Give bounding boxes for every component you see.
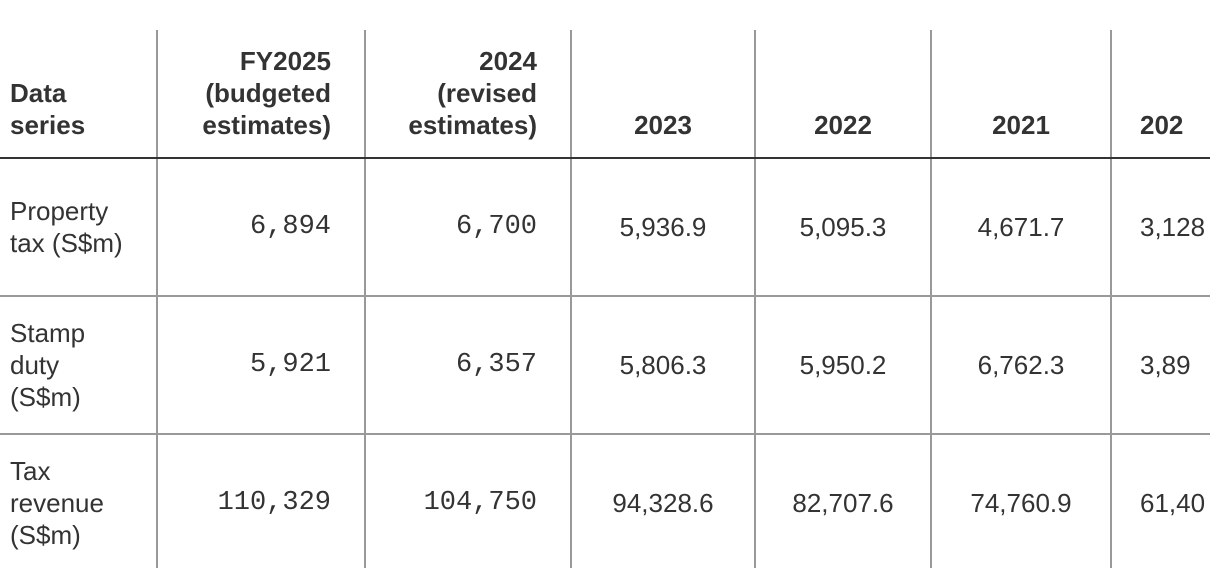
table-cell: 5,921	[156, 296, 365, 435]
column-header: 2022	[754, 30, 931, 159]
table-row: Tax revenue (S$m) 110,329 104,750 94,328.6 8…	[0, 434, 1210, 568]
table-row: Stamp duty (S$m) 5,921 6,357 5,806.3 5,950.2…	[0, 296, 1210, 435]
table-body: Property tax (S$m) 6,894 6,700 5,936.9 5,095…	[0, 158, 1210, 568]
table-cell: 110,329	[156, 434, 365, 568]
table-cell: 104,750	[364, 434, 571, 568]
table-cell: 82,707.6	[754, 434, 931, 568]
header-row: Data series FY2025 (budgeted estimates) 20…	[0, 30, 1210, 159]
column-header: Data series	[0, 30, 157, 159]
table-cell: 5,806.3	[570, 296, 755, 435]
table-viewport: Data series FY2025 (budgeted estimates) 20…	[0, 30, 1210, 568]
column-header: 2024 (revised estimates)	[364, 30, 571, 159]
table-cell: 74,760.9	[930, 434, 1111, 568]
table-cell: 61,40	[1110, 434, 1210, 568]
table-cell: 5,936.9	[570, 158, 755, 297]
table-cell: 3,128	[1110, 158, 1210, 297]
table-cell: 5,095.3	[754, 158, 931, 297]
data-table: Data series FY2025 (budgeted estimates) 20…	[0, 30, 1210, 568]
table-cell: 6,762.3	[930, 296, 1111, 435]
column-header: 202	[1110, 30, 1210, 159]
column-header: 2021	[930, 30, 1111, 159]
table-row: Property tax (S$m) 6,894 6,700 5,936.9 5,095…	[0, 158, 1210, 297]
table-cell: 6,894	[156, 158, 365, 297]
column-header: 2023	[570, 30, 755, 159]
table-cell: 4,671.7	[930, 158, 1111, 297]
row-label: Tax revenue (S$m)	[0, 434, 157, 568]
table-cell: 94,328.6	[570, 434, 755, 568]
column-header: FY2025 (budgeted estimates)	[156, 30, 365, 159]
row-label: Property tax (S$m)	[0, 158, 157, 297]
table-cell: 6,357	[364, 296, 571, 435]
table-cell: 6,700	[364, 158, 571, 297]
table-cell: 5,950.2	[754, 296, 931, 435]
table-cell: 3,89	[1110, 296, 1210, 435]
row-label: Stamp duty (S$m)	[0, 296, 157, 435]
